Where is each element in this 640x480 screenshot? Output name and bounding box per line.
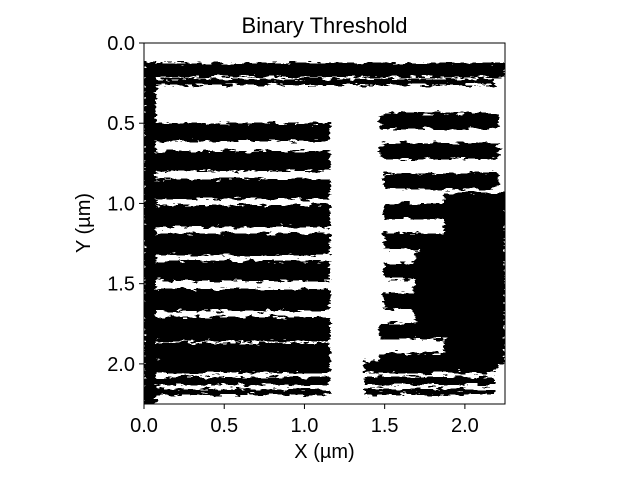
texture-block xyxy=(414,243,494,333)
texture-block xyxy=(144,61,156,404)
texture-block xyxy=(379,173,499,189)
texture-block xyxy=(379,113,499,129)
y-tick-label: 1.5 xyxy=(107,274,135,296)
y-tick-label: 2.0 xyxy=(107,354,135,376)
texture-block xyxy=(154,389,495,395)
texture-block xyxy=(154,261,344,281)
texture-block xyxy=(154,123,344,141)
y-axis-label: Y (µm) xyxy=(73,193,95,253)
chart-title: Binary Threshold xyxy=(242,13,408,38)
texture-block xyxy=(154,233,344,255)
x-axis-label: X (µm) xyxy=(294,441,354,463)
stripe-pattern xyxy=(144,61,505,404)
texture-block xyxy=(154,361,495,373)
texture-block xyxy=(154,343,344,361)
y-tick-label: 1.0 xyxy=(107,193,135,215)
x-tick-label: 0.0 xyxy=(130,415,158,437)
texture-block xyxy=(154,289,344,311)
x-tick-label: 2.0 xyxy=(451,415,479,437)
texture-block xyxy=(154,179,344,199)
plot-frame xyxy=(143,42,506,405)
texture-block xyxy=(154,151,344,171)
x-tick-label: 1.5 xyxy=(371,415,399,437)
texture-block xyxy=(354,163,384,323)
x-axis: 0.0 0.5 1.0 1.5 2.0 xyxy=(130,404,479,437)
texture-block xyxy=(154,205,344,227)
y-tick-label: 0.0 xyxy=(107,33,135,55)
x-tick-label: 1.0 xyxy=(291,415,319,437)
texture-block xyxy=(379,143,499,159)
texture-block xyxy=(154,317,344,341)
y-tick-label: 0.5 xyxy=(107,113,135,135)
x-tick-label: 0.5 xyxy=(210,415,238,437)
y-axis: 0.0 0.5 1.0 1.5 2.0 xyxy=(107,33,144,376)
texture-block xyxy=(154,377,495,385)
threshold-image xyxy=(144,43,505,404)
texture-block xyxy=(154,79,495,85)
texture-block xyxy=(144,63,505,77)
